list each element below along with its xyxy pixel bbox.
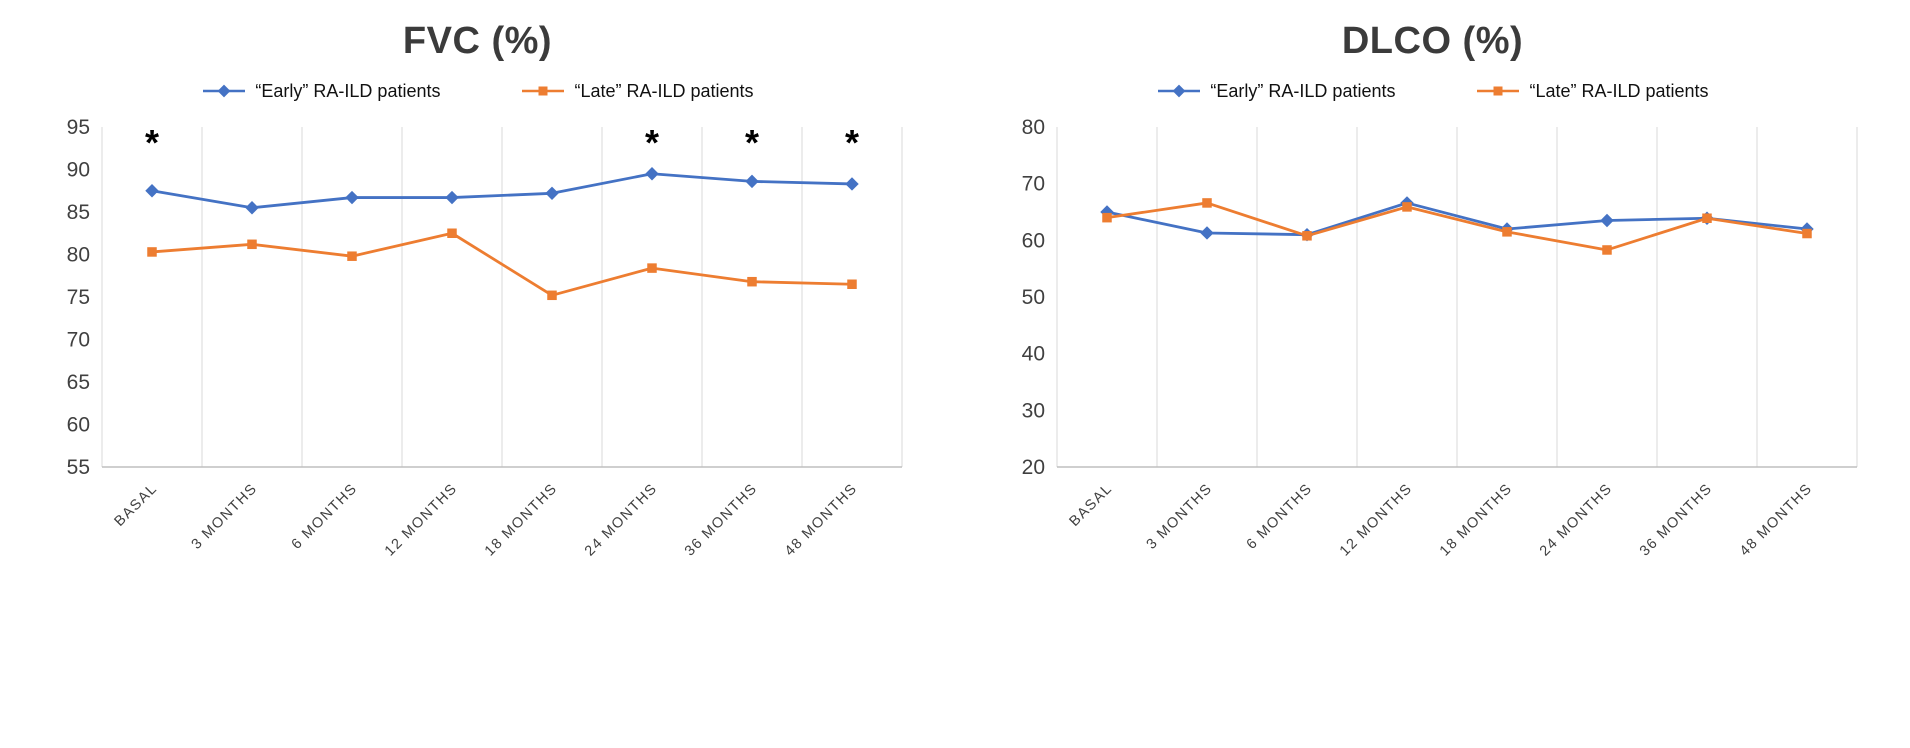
dlco-plot-area: 20 30 40 50 60 70 80 BASAL 3 MONTHS 6 MONTHS 12 MO… [1021, 116, 1857, 560]
square-marker [1101, 212, 1112, 223]
series-line [1106, 201, 1807, 252]
legend-label-late: “Late” RA-ILD patients [1529, 80, 1709, 101]
significance-annotation: * [744, 122, 758, 163]
series-line [151, 172, 852, 210]
late-series-legend-icon [1477, 86, 1520, 96]
square-marker [246, 239, 257, 250]
y-tick-label: 65 [66, 371, 89, 394]
square-marker [1401, 202, 1412, 212]
late-series-legend-icon [522, 86, 565, 96]
y-tick-label: 40 [1021, 343, 1044, 366]
square-marker [1601, 245, 1612, 255]
fvc-plot-area: 55 60 65 70 75 80 85 90 95 BASAL 3 MONTHS 6 MONTHS 1… [66, 116, 902, 560]
gridlines [101, 127, 902, 467]
square-marker [846, 279, 857, 289]
y-tick-label: 90 [66, 159, 89, 182]
legend-item-late: “Late” RA-ILD patients [520, 80, 754, 102]
x-tick-label: 24 MONTHS [1536, 481, 1615, 560]
x-tick-label: 3 MONTHS [1143, 481, 1215, 553]
x-tick-label: 48 MONTHS [781, 481, 860, 560]
series-line [1106, 201, 1807, 237]
x-tick-label: 6 MONTHS [1243, 481, 1315, 553]
diamond-marker [1199, 226, 1214, 240]
x-tick-label: 3 MONTHS [188, 481, 260, 553]
x-tick-label: BASAL [1066, 481, 1115, 530]
series-line [151, 231, 852, 297]
y-tick-label: 60 [1021, 229, 1044, 252]
x-axis-category-labels: BASAL 3 MONTHS 6 MONTHS 12 MONTHS 18 MONTHS 2… [1066, 481, 1815, 560]
diamond-marker [218, 84, 231, 98]
fvc-chart-title: FVC (%) [402, 20, 553, 62]
diamond-marker [444, 190, 459, 205]
diamond-marker [644, 167, 659, 181]
square-marker [1501, 227, 1512, 237]
fvc-legend: “Early” RA-ILD patients “Late” RA-ILD pa… [201, 77, 754, 105]
diamond-marker [1599, 213, 1614, 228]
y-tick-label: 55 [66, 456, 89, 479]
y-tick-label: 50 [1021, 286, 1044, 309]
square-marker [146, 247, 157, 257]
x-tick-label: 18 MONTHS [481, 481, 560, 560]
legend-label-early: “Early” RA-ILD patients [1210, 80, 1396, 101]
legend-item-early: “Early” RA-ILD patients [201, 81, 440, 102]
diamond-marker [344, 190, 359, 205]
y-tick-label: 70 [66, 329, 89, 352]
significance-annotation: * [844, 122, 858, 163]
y-tick-label: 85 [66, 201, 89, 224]
x-tick-label: BASAL [111, 481, 160, 530]
fvc-chart: FVC (%) “Early” RA-ILD patients “Late” R… [0, 10, 955, 748]
square-marker [446, 228, 457, 238]
early-series-legend-icon [1158, 84, 1201, 98]
dlco-chart: DLCO (%) “Early” RA-ILD patients “Late” … [955, 10, 1910, 748]
x-tick-label: 24 MONTHS [581, 481, 660, 560]
y-axis-tick-labels: 55 60 65 70 75 80 85 90 95 [66, 116, 89, 479]
y-tick-label: 30 [1021, 399, 1044, 422]
x-tick-label: 6 MONTHS [288, 481, 360, 553]
square-marker [746, 276, 757, 287]
square-marker [538, 86, 548, 96]
x-tick-label: 12 MONTHS [381, 481, 460, 560]
square-marker [1801, 228, 1812, 239]
y-tick-label: 70 [1021, 173, 1044, 196]
x-tick-label: 36 MONTHS [681, 481, 760, 560]
x-tick-label: 18 MONTHS [1436, 481, 1515, 560]
dlco-legend: “Early” RA-ILD patients “Late” RA-ILD pa… [1156, 77, 1709, 105]
gridlines [1056, 127, 1857, 467]
y-tick-label: 80 [66, 244, 89, 267]
square-marker [1201, 198, 1212, 208]
square-marker [1701, 213, 1712, 223]
legend-label-late: “Late” RA-ILD patients [574, 80, 754, 101]
early-series-legend-icon [203, 84, 246, 98]
square-marker [1301, 231, 1312, 241]
y-tick-label: 60 [66, 414, 89, 437]
x-tick-label: 36 MONTHS [1636, 481, 1715, 560]
y-axis-tick-labels: 20 30 40 50 60 70 80 [1021, 116, 1044, 479]
x-tick-label: 12 MONTHS [1336, 481, 1415, 560]
x-axis-category-labels: BASAL 3 MONTHS 6 MONTHS 12 MONTHS 18 MONTHS 2… [111, 481, 860, 560]
square-marker [1493, 86, 1503, 96]
legend-label-early: “Early” RA-ILD patients [255, 80, 441, 101]
square-marker [546, 290, 557, 301]
series-1 [146, 228, 857, 301]
y-tick-label: 75 [66, 286, 89, 309]
diamond-marker [844, 177, 859, 191]
diamond-marker [544, 186, 559, 201]
x-tick-label: 48 MONTHS [1736, 481, 1815, 560]
diamond-marker [1173, 84, 1186, 98]
diamond-marker [744, 174, 759, 189]
diamond-marker [244, 201, 259, 215]
legend-item-late: “Late” RA-ILD patients [1475, 80, 1709, 102]
y-tick-label: 95 [66, 116, 89, 139]
diamond-marker [144, 184, 159, 198]
square-marker [346, 251, 357, 261]
square-marker [646, 263, 657, 273]
y-tick-label: 20 [1021, 456, 1044, 479]
significance-annotation: * [144, 122, 158, 163]
legend-item-early: “Early” RA-ILD patients [1156, 81, 1395, 102]
dlco-chart-title: DLCO (%) [1341, 20, 1524, 62]
significance-annotation: * [644, 122, 658, 163]
series-1 [1101, 198, 1812, 255]
y-tick-label: 80 [1021, 116, 1044, 139]
